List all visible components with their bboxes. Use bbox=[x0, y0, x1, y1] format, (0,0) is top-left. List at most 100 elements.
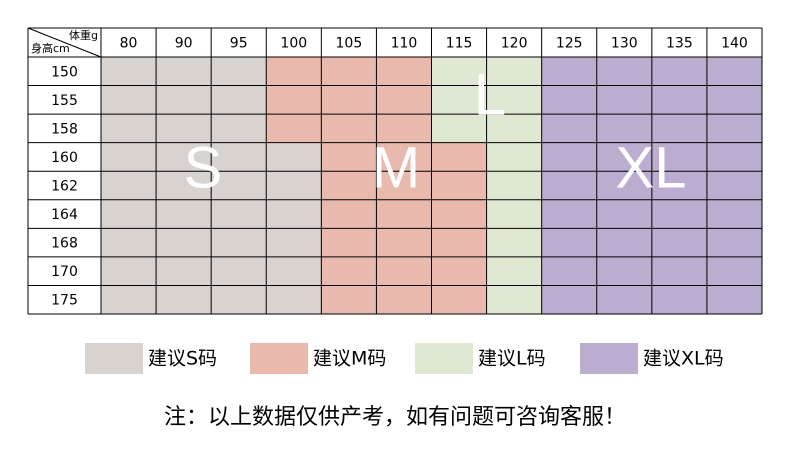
size-cell bbox=[376, 171, 432, 200]
size-cell bbox=[706, 256, 762, 286]
size-cell bbox=[706, 142, 762, 172]
size-cell bbox=[321, 114, 377, 143]
size-cell bbox=[376, 285, 432, 314]
size-cell bbox=[156, 142, 212, 172]
size-cell bbox=[431, 256, 487, 286]
size-cell bbox=[101, 142, 157, 172]
size-cell bbox=[541, 256, 597, 286]
size-cell bbox=[596, 256, 652, 286]
size-cell bbox=[541, 85, 597, 115]
size-cell bbox=[101, 114, 157, 143]
size-cell bbox=[596, 285, 652, 314]
size-cell bbox=[266, 142, 322, 172]
size-cell bbox=[156, 114, 212, 143]
corner-diagonal bbox=[27, 27, 102, 58]
size-cell bbox=[211, 256, 267, 286]
size-cell bbox=[156, 199, 212, 229]
size-cell bbox=[321, 142, 377, 172]
size-cell bbox=[486, 256, 542, 286]
size-cell bbox=[486, 57, 542, 86]
size-cell bbox=[156, 85, 212, 115]
note: 注：以上数据仅供产考，如有问题可咨询客服！ bbox=[164, 405, 626, 430]
size-cell bbox=[211, 171, 267, 200]
column-label: 110 bbox=[391, 36, 418, 52]
corner-height: 身高cm bbox=[31, 41, 70, 55]
size-cell bbox=[541, 199, 597, 229]
size-cell bbox=[431, 199, 487, 229]
legend-label: 建议S码 bbox=[148, 348, 217, 370]
size-cell bbox=[651, 228, 707, 257]
size-cell bbox=[376, 114, 432, 143]
column-label: 115 bbox=[446, 36, 473, 52]
row-label: 155 bbox=[51, 93, 78, 109]
column-label: 95 bbox=[230, 36, 248, 52]
size-cell bbox=[211, 228, 267, 257]
size-cell bbox=[541, 285, 597, 314]
row-label: 170 bbox=[51, 264, 78, 280]
size-cell bbox=[376, 228, 432, 257]
size-cell bbox=[486, 142, 542, 172]
column-label: 140 bbox=[721, 36, 748, 52]
size-cell bbox=[651, 114, 707, 143]
size-cell bbox=[266, 171, 322, 200]
column-label: 135 bbox=[666, 36, 693, 52]
column-label: 120 bbox=[501, 36, 528, 52]
size-cell bbox=[376, 142, 432, 172]
size-cell bbox=[541, 57, 597, 86]
size-cell bbox=[376, 256, 432, 286]
size-cell bbox=[211, 142, 267, 172]
legend-label: 建议XL码 bbox=[643, 348, 724, 370]
size-cell bbox=[706, 85, 762, 115]
column-label: 100 bbox=[280, 36, 307, 52]
size-cell bbox=[651, 142, 707, 172]
size-letter: S bbox=[184, 135, 223, 200]
size-cell bbox=[321, 285, 377, 314]
size-cell bbox=[431, 228, 487, 257]
size-cell bbox=[211, 57, 267, 86]
size-cell bbox=[266, 256, 322, 286]
size-cell bbox=[101, 171, 157, 200]
row-label: 160 bbox=[51, 150, 78, 166]
size-cell bbox=[541, 228, 597, 257]
size-cell bbox=[596, 228, 652, 257]
size-cell bbox=[376, 57, 432, 86]
size-cell bbox=[706, 285, 762, 314]
size-cell bbox=[431, 171, 487, 200]
size-cell bbox=[321, 199, 377, 229]
size-cell bbox=[486, 114, 542, 143]
size-cell bbox=[101, 85, 157, 115]
size-cell bbox=[376, 85, 432, 115]
row-label: 168 bbox=[51, 236, 78, 252]
column-label: 105 bbox=[336, 36, 363, 52]
size-cell bbox=[156, 57, 212, 86]
size-cell bbox=[211, 285, 267, 314]
size-cell bbox=[101, 199, 157, 229]
size-cell bbox=[651, 85, 707, 115]
size-cell bbox=[431, 285, 487, 314]
size-cell bbox=[266, 114, 322, 143]
size-cell bbox=[266, 285, 322, 314]
size-cell bbox=[211, 199, 267, 229]
size-cell bbox=[156, 171, 212, 200]
size-cell bbox=[321, 85, 377, 115]
size-cell bbox=[596, 114, 652, 143]
size-cell bbox=[706, 199, 762, 229]
size-cell bbox=[431, 114, 487, 143]
size-letter: XL bbox=[616, 135, 687, 200]
column-label: 125 bbox=[556, 36, 583, 52]
size-cell bbox=[266, 85, 322, 115]
column-label: 80 bbox=[120, 36, 138, 52]
size-cell bbox=[156, 228, 212, 257]
size-cell bbox=[596, 85, 652, 115]
row-label: 164 bbox=[51, 207, 78, 223]
size-letter: L bbox=[474, 62, 506, 127]
legend-swatch bbox=[85, 343, 143, 374]
legend-label: 建议M码 bbox=[313, 348, 386, 370]
size-cell bbox=[101, 228, 157, 257]
size-cell bbox=[101, 57, 157, 86]
size-cell bbox=[706, 57, 762, 86]
legend-swatch bbox=[580, 343, 638, 374]
size-cell bbox=[101, 256, 157, 286]
legend-label: 建议L码 bbox=[478, 348, 546, 370]
size-cell bbox=[431, 57, 487, 86]
